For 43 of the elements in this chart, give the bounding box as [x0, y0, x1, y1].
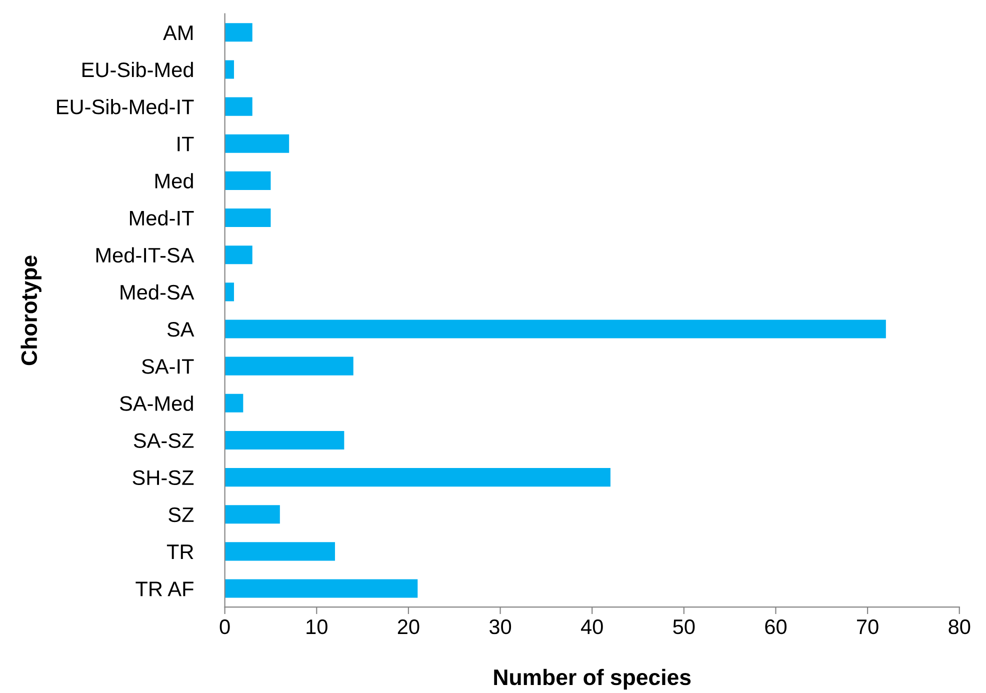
- x-tick-label: 0: [220, 619, 230, 634]
- bar: [224, 134, 290, 153]
- bar: [224, 356, 354, 376]
- y-tick-label: SA-Med: [120, 396, 193, 411]
- bar: [224, 430, 344, 450]
- y-tick-label: EU-Sib-Med-IT: [57, 99, 194, 114]
- bar: [224, 171, 271, 190]
- bar: [224, 394, 244, 412]
- x-tick-label: 80: [948, 619, 970, 634]
- y-tick-label: SZ: [168, 507, 194, 522]
- y-tick-label: SA-SZ: [134, 433, 194, 448]
- y-tick-label: IT: [178, 136, 194, 152]
- bar: [224, 97, 252, 116]
- x-tick-label: 30: [489, 619, 512, 634]
- bar: [224, 320, 886, 338]
- bar: [224, 505, 280, 524]
- y-tick-label: Med-IT-SA: [96, 247, 194, 263]
- x-tick-label: 60: [765, 619, 787, 634]
- y-tick-label: Med: [155, 173, 193, 188]
- y-tick-label: TR AF: [136, 582, 194, 596]
- y-tick-label: EU-Sib-Med: [82, 62, 193, 78]
- y-tick-label: SA: [167, 322, 194, 337]
- x-axis-title: Number of species: [494, 668, 691, 690]
- bar: [224, 60, 234, 79]
- y-tick-label: Med-SA: [120, 284, 194, 300]
- y-tick-label: TR: [166, 544, 194, 560]
- y-tick-label: Med-IT: [130, 210, 194, 226]
- x-tick-label: 70: [857, 619, 878, 634]
- x-tick-label: 20: [398, 619, 420, 634]
- bar: [224, 282, 234, 302]
- bar: [224, 579, 418, 598]
- bar: [224, 246, 252, 264]
- bar: [224, 542, 335, 561]
- bar: [224, 468, 610, 487]
- x-tick-label: 50: [673, 619, 695, 634]
- bar: [224, 208, 271, 228]
- y-tick-label: SH-SZ: [132, 470, 194, 486]
- x-tick-label: 10: [306, 619, 328, 634]
- y-axis-title: Chorotype: [20, 256, 42, 366]
- y-tick-label: AM: [163, 26, 193, 40]
- y-tick-label: SA-IT: [142, 359, 194, 374]
- x-tick-label: 40: [580, 619, 603, 634]
- bar: [224, 23, 252, 42]
